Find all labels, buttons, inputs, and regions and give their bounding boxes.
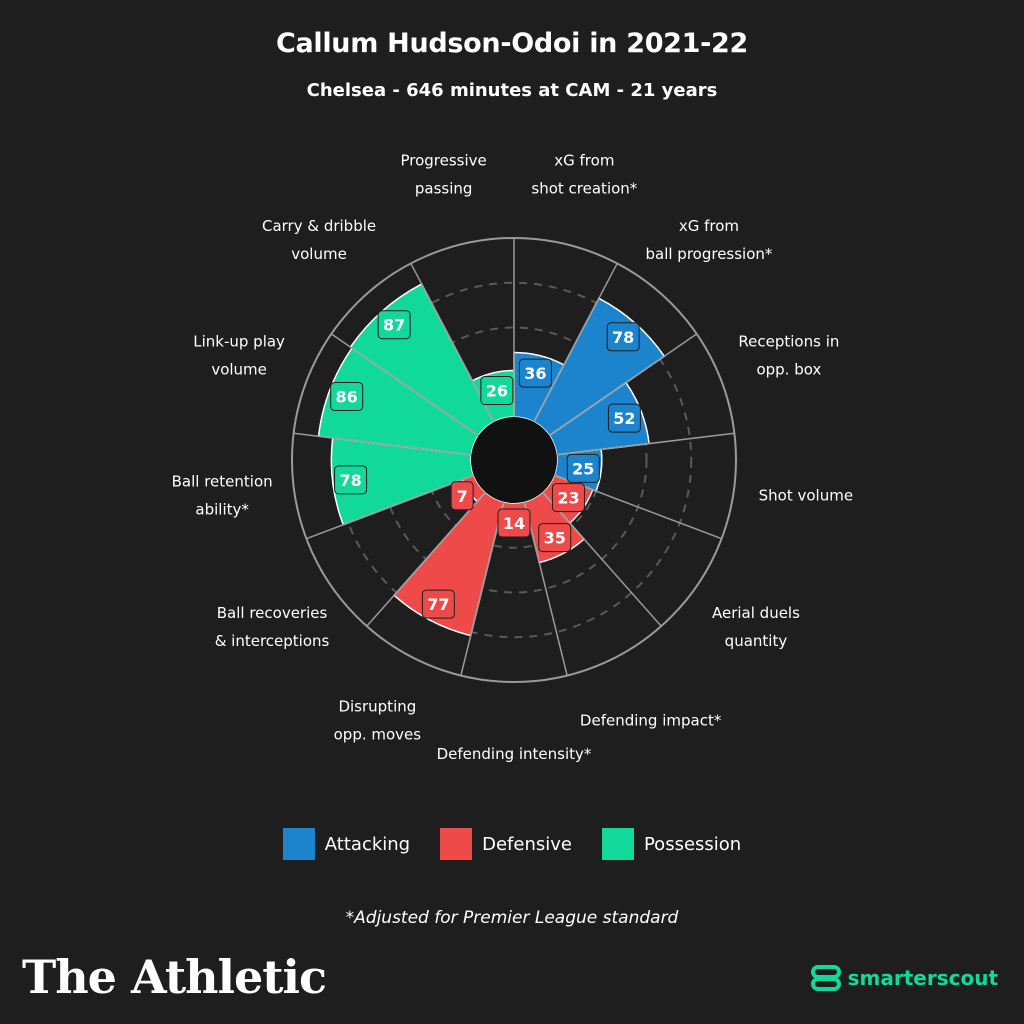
- legend-swatch-possession: [601, 828, 634, 860]
- spoke-12: [410, 263, 495, 423]
- category-label-line: volume: [211, 361, 267, 379]
- value-label-3: 25: [572, 459, 594, 478]
- category-label-5: Defending impact*: [580, 711, 722, 729]
- outer-ring: [291, 237, 737, 683]
- category-label-line: shot creation*: [531, 180, 637, 198]
- value-badge-10: [330, 382, 364, 412]
- legend-item-attacking: Attacking: [282, 828, 411, 860]
- legend: Attacking Defensive Possession: [0, 828, 1024, 860]
- footnote: *Adjusted for Premier League standard: [345, 908, 679, 928]
- category-label-4: Aerial duels quantity: [712, 604, 800, 650]
- spoke-5: [541, 491, 662, 627]
- category-label-line: Ball retention: [172, 472, 273, 490]
- category-label-2: Receptions in opp. box: [738, 333, 839, 379]
- smarterscout-logo: smarterscout: [810, 962, 998, 994]
- category-label-line: Receptions in: [738, 333, 839, 351]
- category-label-9: Ball retention ability*: [172, 472, 273, 518]
- grid-ring-2: [380, 326, 648, 594]
- category-label-12: Progressive passing: [400, 152, 486, 198]
- spoke-7: [460, 501, 505, 676]
- spoke-2: [548, 333, 698, 437]
- spoke-10: [293, 432, 472, 456]
- value-label-2: 52: [613, 409, 635, 428]
- category-label-line: Defending impact*: [580, 711, 722, 729]
- value-badge-3: [566, 453, 600, 483]
- value-label-11: 87: [383, 316, 405, 335]
- value-badge-7: [421, 589, 455, 619]
- spoke-11: [330, 333, 480, 437]
- category-label-line: quantity: [725, 632, 788, 650]
- category-label-line: Aerial duels: [712, 604, 800, 622]
- value-label-4: 23: [557, 489, 579, 508]
- chart-title: Callum Hudson-Odoi in 2021-22: [275, 28, 749, 59]
- legend-label-defensive: Defensive: [482, 833, 572, 855]
- value-label-6: 14: [503, 514, 525, 533]
- value-label-5: 35: [544, 529, 566, 548]
- value-label-8: 7: [457, 487, 468, 506]
- value-badge-2: [607, 403, 641, 433]
- chart-subtitle: Chelsea - 646 minutes at CAM - 21 years: [306, 80, 718, 101]
- value-badge-11: [377, 310, 411, 340]
- category-label-line: xG from: [679, 217, 739, 235]
- category-label-line: Carry & dribble: [262, 217, 376, 235]
- smarterscout-logo-icon: [810, 965, 841, 991]
- category-label-line: Defending intensity*: [437, 745, 592, 763]
- center-hole: [471, 417, 557, 503]
- legend-swatch-defensive: [440, 828, 473, 860]
- category-label-line: Shot volume: [759, 486, 853, 504]
- value-badge-9: [334, 465, 368, 495]
- value-badge-12: [480, 376, 514, 406]
- category-label-1: xG from ball progression*: [645, 217, 772, 263]
- value-label-0: 36: [524, 364, 546, 383]
- value-label-7: 77: [427, 595, 449, 614]
- value-label-10: 86: [336, 388, 358, 407]
- spoke-8: [366, 491, 487, 627]
- category-label-line: Ball recoveries: [217, 604, 328, 622]
- spoke-1: [533, 263, 618, 423]
- legend-item-defensive: Defensive: [440, 828, 572, 860]
- category-label-line: Disrupting: [338, 697, 416, 715]
- legend-label-attacking: Attacking: [324, 833, 411, 855]
- category-label-line: opp. moves: [334, 725, 422, 743]
- category-label-line: Link-up play: [193, 333, 285, 351]
- category-label-3: Shot volume: [759, 486, 853, 504]
- category-label-line: ball progression*: [645, 245, 772, 263]
- spoke-3: [556, 432, 735, 456]
- category-label-8: Ball recoveries & interceptions: [215, 604, 330, 650]
- legend-item-possession: Possession: [601, 828, 742, 860]
- the-athletic-logo: The Athletic: [22, 950, 327, 1004]
- category-label-7: Disrupting opp. moves: [334, 697, 422, 743]
- value-label-1: 78: [612, 328, 634, 347]
- category-label-11: Carry & dribble volume: [262, 217, 376, 263]
- value-label-12: 26: [486, 382, 508, 401]
- category-label-6: Defending intensity*: [437, 745, 592, 763]
- spoke-6: [523, 501, 568, 676]
- category-label-line: volume: [291, 245, 347, 263]
- category-label-0: xG from shot creation*: [531, 152, 637, 198]
- category-label-line: & interceptions: [215, 632, 330, 650]
- value-badge-1: [606, 322, 640, 352]
- category-label-line: ability*: [195, 500, 249, 518]
- value-label-9: 78: [339, 471, 361, 490]
- value-badge-8: [450, 481, 474, 511]
- value-badge-5: [538, 523, 572, 553]
- spoke-9: [306, 474, 475, 540]
- value-badge-6: [497, 508, 531, 538]
- category-label-10: Link-up play volume: [193, 333, 285, 379]
- category-label-line: xG from: [554, 152, 614, 170]
- category-label-line: passing: [415, 180, 473, 198]
- legend-label-possession: Possession: [643, 833, 742, 855]
- value-badge-0: [518, 358, 552, 388]
- category-label-line: opp. box: [756, 361, 821, 379]
- legend-swatch-attacking: [282, 828, 315, 860]
- value-badge-4: [551, 483, 585, 513]
- category-label-line: Progressive: [400, 152, 486, 170]
- smarterscout-label: smarterscout: [847, 966, 998, 990]
